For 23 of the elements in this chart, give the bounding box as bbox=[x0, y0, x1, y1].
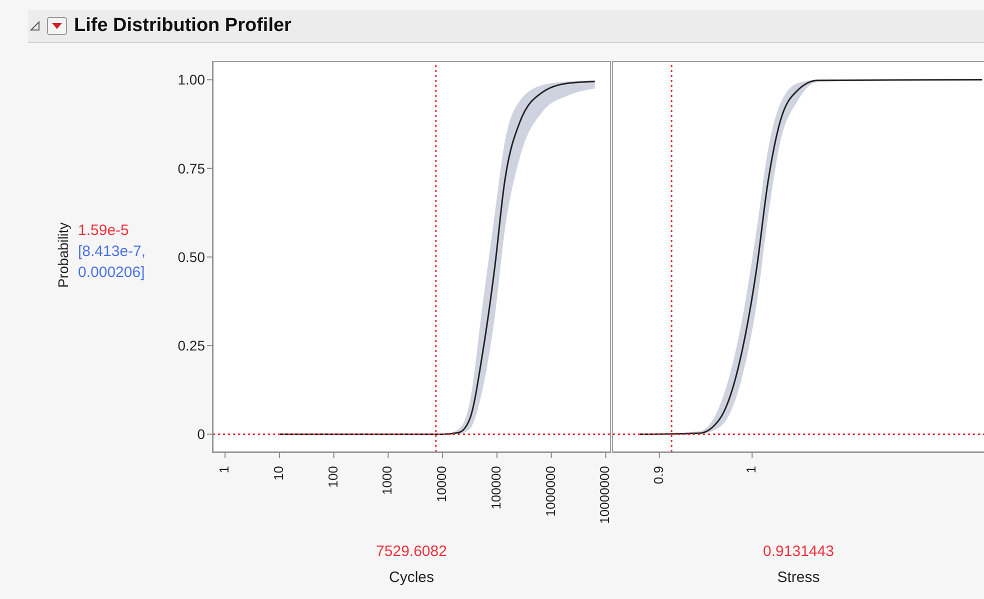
y-axis-title: Probability bbox=[55, 222, 71, 288]
ref-line-label: 7529.6082 bbox=[375, 543, 448, 560]
x-tick-label: 10000 bbox=[434, 466, 450, 502]
x-tick-label: 10 bbox=[270, 466, 286, 480]
x-tick-label: 1000000 bbox=[542, 466, 558, 517]
y-tick-label: 0.25 bbox=[178, 338, 206, 354]
x-tick-label: 100 bbox=[325, 466, 340, 488]
y-tick-label: 0.50 bbox=[178, 248, 206, 265]
y-tick-label: 0 bbox=[197, 426, 206, 442]
ref-line-label: 0.9131443 bbox=[762, 543, 835, 560]
y-tick-label: 1.00 bbox=[178, 72, 206, 88]
x-tick-label: 0.9 bbox=[650, 466, 666, 484]
chart-title: Life Distribution Profiler bbox=[74, 15, 292, 37]
x-tick-label: 1 bbox=[744, 466, 759, 474]
text: [8.413e-7, 0.000206] bbox=[78, 242, 147, 283]
x-tick-label: 100000 bbox=[488, 466, 504, 510]
x-tick-label: 10000000 bbox=[597, 466, 612, 524]
y-tick-label: 0.75 bbox=[178, 160, 206, 176]
x-tick-label: 1 bbox=[216, 466, 232, 474]
x-axis-title: Cycles bbox=[388, 569, 435, 586]
ref-line-label: 1.59e-5 bbox=[78, 221, 130, 241]
x-tick-label: 1000 bbox=[380, 466, 395, 495]
x-axis-title: Stress bbox=[776, 569, 821, 586]
